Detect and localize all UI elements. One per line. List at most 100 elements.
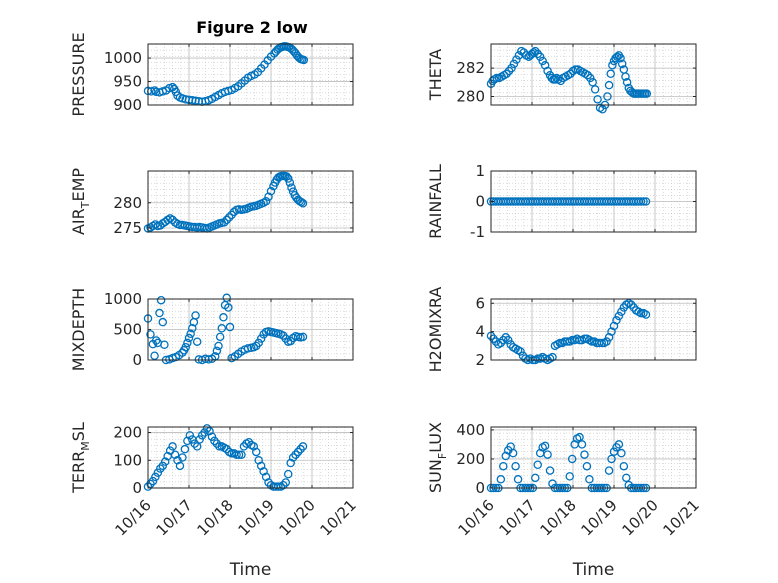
data-point bbox=[148, 476, 158, 486]
y-tick-label: 0 bbox=[475, 479, 485, 497]
data-point bbox=[155, 308, 164, 318]
data-point bbox=[614, 311, 624, 321]
data-point bbox=[535, 52, 545, 62]
y-axis-label: PRESSURE bbox=[69, 32, 88, 116]
data-point bbox=[641, 197, 651, 206]
data-point bbox=[222, 444, 231, 454]
data-point bbox=[508, 448, 518, 458]
axes-box bbox=[147, 43, 354, 106]
data-point bbox=[156, 464, 165, 473]
data-point bbox=[602, 337, 611, 346]
data-point bbox=[217, 324, 227, 333]
data-point bbox=[274, 482, 283, 491]
data-point bbox=[588, 78, 597, 87]
data-point bbox=[229, 207, 239, 217]
data-point bbox=[529, 48, 538, 57]
data-point bbox=[516, 347, 525, 356]
data-point bbox=[151, 472, 160, 482]
data-point bbox=[210, 436, 219, 446]
y-axis-label: SUNFLUX bbox=[426, 422, 449, 493]
data-point bbox=[575, 432, 584, 442]
data-point bbox=[512, 55, 521, 64]
y-tick-label: 1 bbox=[475, 162, 485, 180]
data-point bbox=[224, 213, 234, 222]
data-point bbox=[299, 55, 309, 65]
y-axis-label: MIXDEPTH bbox=[69, 288, 88, 371]
data-point bbox=[220, 218, 229, 227]
y-tick-label: 280 bbox=[456, 87, 485, 105]
data-point bbox=[225, 322, 235, 332]
data-point bbox=[604, 80, 614, 90]
data-point bbox=[543, 66, 552, 76]
data-point bbox=[617, 448, 626, 458]
data-point bbox=[186, 329, 195, 339]
subplot-theta: 280 282 THETA bbox=[426, 43, 697, 114]
y-tick-label: 100 bbox=[113, 451, 142, 469]
data-point bbox=[291, 450, 300, 459]
y-tick-label: 950 bbox=[113, 73, 142, 91]
data-point bbox=[146, 330, 155, 339]
data-point bbox=[215, 332, 225, 342]
y-tick-label: 1000 bbox=[104, 290, 142, 308]
data-point bbox=[207, 432, 217, 441]
data-point bbox=[543, 450, 552, 459]
y-tick-label: 0 bbox=[475, 193, 485, 211]
data-point bbox=[150, 86, 159, 95]
data-point bbox=[281, 478, 291, 487]
data-point bbox=[606, 69, 615, 79]
data-point bbox=[150, 351, 159, 360]
data-point bbox=[183, 338, 192, 348]
data-point bbox=[619, 461, 629, 471]
y-axis-label: TERRMSL bbox=[69, 422, 92, 494]
data-point bbox=[178, 453, 187, 462]
data-point bbox=[243, 344, 253, 353]
axes-box bbox=[147, 426, 354, 489]
data-point bbox=[185, 431, 195, 440]
data-point bbox=[251, 447, 261, 457]
data-point bbox=[296, 444, 305, 454]
data-point bbox=[590, 85, 600, 94]
y-tick-label: 0 bbox=[132, 479, 142, 497]
data-point bbox=[160, 340, 169, 349]
y-tick-label: 1000 bbox=[104, 49, 142, 67]
data-point bbox=[222, 293, 231, 303]
data-point bbox=[298, 442, 308, 451]
data-point bbox=[636, 197, 646, 206]
data-point bbox=[597, 338, 606, 348]
data-point bbox=[598, 105, 607, 114]
data-point bbox=[191, 311, 200, 320]
data-point bbox=[604, 466, 614, 475]
data-point bbox=[603, 92, 612, 101]
data-point bbox=[641, 310, 651, 319]
data-point bbox=[175, 461, 185, 471]
axes-box bbox=[490, 43, 697, 106]
data-point bbox=[612, 316, 621, 325]
y-tick-label: 400 bbox=[456, 421, 485, 439]
data-point bbox=[197, 431, 207, 440]
data-point bbox=[616, 53, 625, 63]
data-point bbox=[533, 460, 542, 470]
data-point bbox=[642, 89, 652, 98]
data-point bbox=[283, 469, 293, 479]
data-point bbox=[264, 478, 273, 487]
y-axis-label: RAINFALL bbox=[426, 164, 445, 239]
subplot-pressure: 900 950 1000 PRESSURE bbox=[69, 32, 354, 117]
data-point bbox=[617, 59, 627, 69]
x-axis-label: Time bbox=[572, 560, 615, 580]
data-point bbox=[571, 65, 580, 74]
data-point bbox=[288, 453, 298, 462]
data-point bbox=[580, 450, 589, 459]
data-point bbox=[202, 424, 212, 433]
data-point bbox=[156, 295, 166, 305]
y-tick-label: 275 bbox=[113, 219, 142, 237]
axes-box bbox=[490, 426, 697, 489]
data-point bbox=[204, 355, 213, 364]
data-point bbox=[297, 198, 306, 207]
data-point bbox=[234, 450, 244, 459]
y-tick-label: 200 bbox=[113, 424, 142, 442]
data-point bbox=[298, 199, 308, 208]
data-point bbox=[215, 442, 224, 451]
data-point bbox=[266, 186, 276, 196]
axes-box bbox=[490, 298, 697, 361]
